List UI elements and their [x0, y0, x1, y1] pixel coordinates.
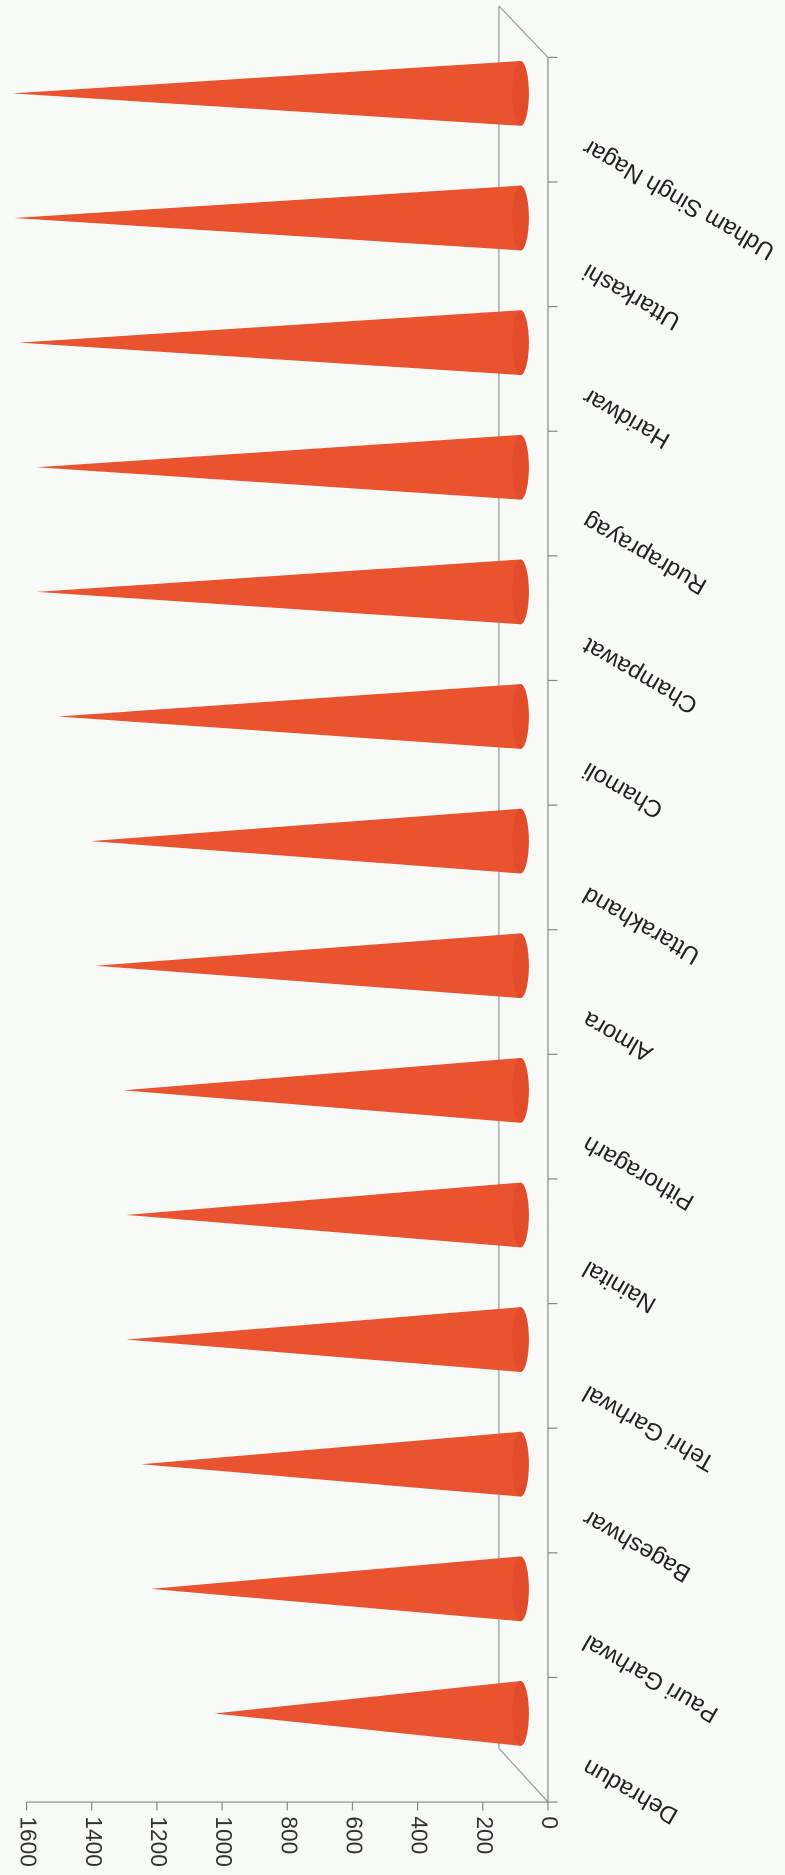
x-tick-label: Champawat	[578, 632, 702, 719]
cone	[36, 434, 529, 500]
depth-edge	[498, 5, 549, 58]
cone	[18, 310, 529, 376]
cone-body	[123, 1057, 529, 1123]
cone-base	[512, 1681, 529, 1746]
cone	[14, 185, 529, 251]
y-tick-label: 1000	[211, 1816, 237, 1867]
cone-base	[512, 808, 529, 874]
y-tick-label: 1600	[16, 1816, 42, 1867]
y-tick-label: 1400	[81, 1816, 107, 1867]
cone-body	[90, 808, 529, 874]
cone-body	[150, 1556, 529, 1622]
cone-base	[512, 185, 529, 251]
cone-body	[36, 559, 529, 625]
cone	[141, 1431, 529, 1497]
cone-base	[512, 434, 529, 500]
cone-body	[95, 933, 529, 999]
cone-base	[512, 1057, 529, 1123]
depth-edge	[498, 1747, 549, 1803]
x-tick-label: Tehri Garhwal	[578, 1380, 719, 1477]
cone	[214, 1681, 529, 1746]
x-tick-label: Nainital	[578, 1255, 661, 1318]
cone-body	[58, 684, 529, 749]
y-tick-label: 0	[537, 1816, 563, 1829]
cone-body	[18, 310, 529, 376]
cone	[58, 684, 529, 749]
y-tick-label: 200	[472, 1816, 498, 1854]
cone-base	[512, 1431, 529, 1497]
cone-base	[512, 559, 529, 625]
cone-body	[14, 185, 529, 251]
cone	[95, 933, 529, 999]
cone-base	[512, 684, 529, 749]
y-tick-label: 400	[407, 1816, 433, 1854]
x-tick-label: Haridwar	[578, 383, 674, 454]
x-tick-label: Dehradun	[578, 1754, 682, 1830]
x-tick-label: Pauri Garhwal	[578, 1629, 723, 1728]
x-tick-label: Almora	[578, 1006, 658, 1068]
cone	[126, 1307, 529, 1372]
cone	[90, 808, 529, 874]
cone-base	[512, 1307, 529, 1372]
cone-base	[512, 310, 529, 376]
y-tick-label: 600	[341, 1816, 367, 1854]
cone-base	[512, 1556, 529, 1622]
cone	[123, 1057, 529, 1123]
x-tick-label: Uttarakhand	[578, 881, 704, 970]
cone	[12, 60, 529, 126]
y-tick-label: 800	[276, 1816, 302, 1854]
y-tick-label: 1200	[146, 1816, 172, 1867]
x-tick-label: Pithoragarh	[578, 1131, 699, 1216]
cone-base	[512, 933, 529, 999]
cone-body	[126, 1307, 529, 1372]
cone	[126, 1182, 529, 1248]
cone	[36, 559, 529, 625]
cone-base	[512, 1182, 529, 1248]
cone-body	[214, 1681, 529, 1746]
cone-body	[36, 434, 529, 500]
cone-body	[12, 60, 529, 126]
x-tick-label: Rudraprayag	[578, 507, 711, 599]
x-tick-label: Bageshwar	[578, 1504, 695, 1587]
x-tick-label: Udham Singh Nagar	[578, 134, 779, 266]
x-tick-label: Chamoli	[578, 757, 667, 824]
cone-body	[141, 1431, 529, 1497]
cone	[150, 1556, 529, 1622]
cone-base	[512, 60, 529, 126]
cone-body	[126, 1182, 529, 1248]
x-tick-label: Uttarkashi	[578, 258, 685, 335]
